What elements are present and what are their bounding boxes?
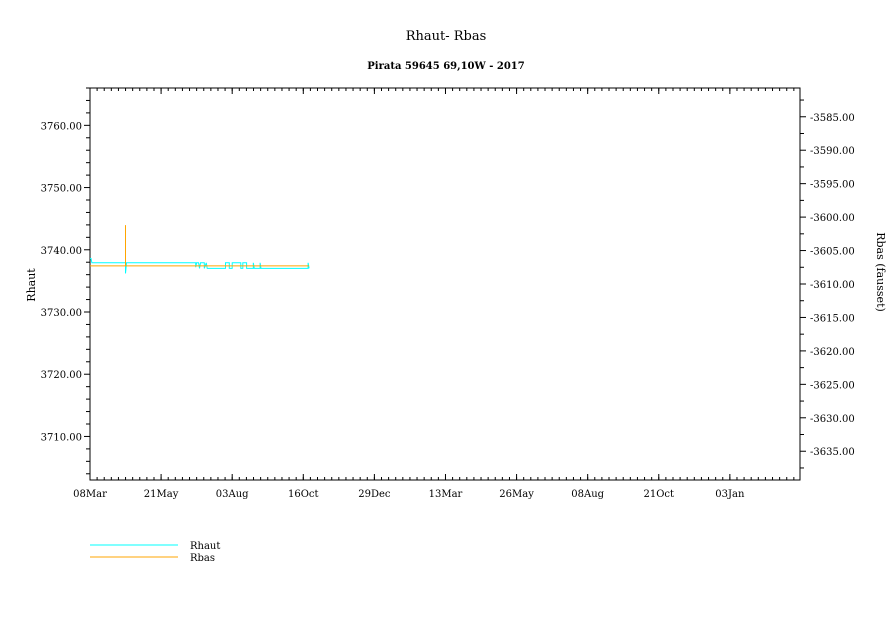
legend: Rhaut Rbas (90, 541, 220, 564)
x-tick-label: 29Dec (358, 489, 391, 500)
y-axis-label: Rhaut (25, 268, 38, 302)
x-tick-label: 08Aug (571, 489, 604, 500)
x-tick-label: 03Jan (715, 489, 745, 500)
chart-subtitle: Pirata 59645 69,10W - 2017 (367, 61, 524, 72)
x-tick-label: 08Mar (73, 489, 107, 500)
y2-tick-label: -3600.00 (810, 213, 855, 224)
y-tick-label: 3740.00 (41, 246, 82, 257)
x-tick-label: 21May (144, 489, 179, 500)
legend-label-rbas: Rbas (190, 553, 215, 564)
chart-title: Rhaut- Rbas (406, 29, 487, 44)
y2-tick-label: -3595.00 (810, 180, 855, 191)
x-tick-label: 16Oct (288, 489, 319, 500)
y2-tick-label: -3605.00 (810, 247, 855, 258)
y2-tick-label: -3620.00 (810, 347, 855, 358)
series-line-rbas (90, 225, 310, 267)
y2-tick-label: -3590.00 (810, 146, 855, 157)
y2-tick-label: -3615.00 (810, 313, 855, 324)
y2-tick-label: -3635.00 (810, 447, 855, 458)
y2-tick-label: -3610.00 (810, 280, 855, 291)
axis-ticks: 08Mar 21May 03Aug 16Oct 29Dec 13Mar 26May 08Aug… (41, 87, 855, 500)
x-tick-label: 03Aug (216, 489, 249, 500)
series-layer (90, 225, 310, 274)
plot-frame (89, 87, 801, 481)
y2-axis-label: Rbas (fausset) (874, 232, 887, 312)
y2-tick-label: -3630.00 (810, 414, 855, 425)
x-tick-label: 21Oct (643, 489, 674, 500)
y-tick-label: 3720.00 (41, 370, 82, 381)
y2-tick-label: -3585.00 (810, 113, 855, 124)
y-tick-label: 3750.00 (41, 184, 82, 195)
y-tick-label: 3710.00 (41, 432, 82, 443)
series-line-rhaut (90, 258, 310, 274)
y-tick-label: 3730.00 (41, 308, 82, 319)
x-tick-label: 13Mar (429, 489, 463, 500)
legend-label-rhaut: Rhaut (190, 541, 220, 552)
y2-tick-label: -3625.00 (810, 380, 855, 391)
y-tick-label: 3760.00 (41, 121, 82, 132)
x-tick-label: 26May (499, 489, 534, 500)
